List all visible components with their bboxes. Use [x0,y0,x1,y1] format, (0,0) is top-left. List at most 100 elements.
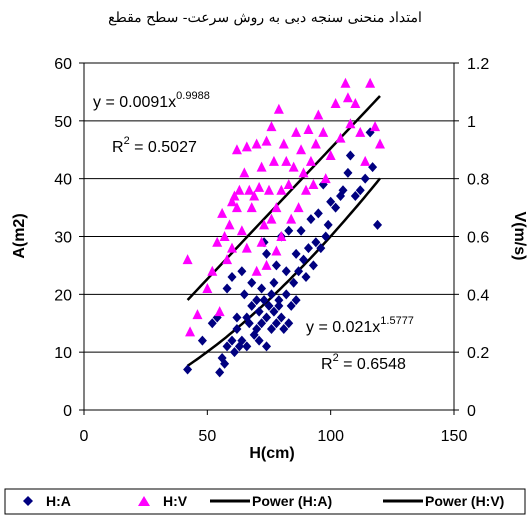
point-h-v [217,207,228,218]
point-h-v [342,92,353,103]
legend-label-power-h-a: Power (H:A) [252,493,332,509]
point-h-v [222,254,233,265]
point-h-a [311,237,321,248]
point-h-v [291,126,302,137]
point-h-a [237,266,247,277]
point-h-a [232,312,242,323]
point-h-a [183,364,193,375]
point-h-a [281,289,291,300]
y-left-tick-label: 30 [54,230,72,247]
point-h-a [326,196,336,207]
point-h-a [286,300,296,311]
point-h-a [323,219,333,230]
point-h-a [303,243,313,254]
svg-text:y = 0.0091x0.9988: y = 0.0091x0.9988 [93,90,210,111]
point-h-v [192,309,203,320]
point-h-a [365,127,375,138]
point-h-v [256,161,267,172]
point-h-v [236,225,247,236]
point-h-v [251,138,262,149]
point-h-a [227,335,237,346]
y-left-tick-label: 50 [54,114,72,131]
y-right-tick-label: 1.2 [467,56,489,73]
point-h-a [239,289,249,300]
point-h-v [251,265,262,276]
point-h-a [215,367,225,378]
point-h-v [310,138,321,149]
y-left-tick-label: 0 [63,403,72,420]
point-h-v [239,167,250,178]
point-h-v [283,178,294,189]
x-axis-ticks: 0 50 100 150 [80,410,467,445]
point-h-a [274,295,284,306]
point-h-v [224,219,235,230]
point-h-v [308,178,319,189]
point-h-a [269,306,279,317]
y-left-tick-label: 20 [54,287,72,304]
equation-hv-base: y = 0.0091x [93,94,176,111]
r2-ha-sup: 2 [333,352,339,364]
point-h-a [276,312,286,323]
trendline-power-h-v [186,95,381,301]
point-h-v [268,155,279,166]
equation-ha-base: y = 0.021x [306,319,380,336]
point-h-a [229,347,239,358]
point-h-v [244,184,255,195]
legend-marker-h-v [138,496,150,506]
point-h-a [301,271,311,282]
point-h-a [257,283,267,294]
point-h-v [350,97,361,108]
point-h-a [266,289,276,300]
point-h-v [266,213,277,224]
point-h-a [244,318,254,329]
point-h-a [345,150,355,161]
point-h-v [231,144,242,155]
point-h-v [340,77,351,88]
legend-label-h-v: H:V [163,493,188,509]
point-h-a [257,318,267,329]
point-h-v [355,126,366,137]
point-h-a [299,254,309,265]
point-h-a [247,300,257,311]
point-h-a [284,318,294,329]
point-h-v [241,242,252,253]
point-h-v [214,306,225,317]
point-h-a [247,277,257,288]
point-h-a [262,341,272,352]
point-h-v [202,283,213,294]
point-h-a [252,324,262,335]
point-h-a [207,318,217,329]
point-h-a [306,214,316,225]
point-h-v [281,155,292,166]
x-tick-label: 0 [80,428,89,445]
point-h-a [197,335,207,346]
point-h-v [259,219,270,230]
point-h-a [262,248,272,259]
point-h-v [360,155,371,166]
equation-ha: y = 0.021x1.5777 R2 = 0.6548 [306,315,414,373]
point-h-a [232,324,242,335]
legend-label-h-a: H:A [46,493,71,509]
point-h-a [271,318,281,329]
point-h-v [246,202,257,213]
point-h-v [229,190,240,201]
point-h-v [219,231,230,241]
point-h-a [360,173,370,184]
y-left-tick-label: 60 [54,56,72,73]
point-h-v [293,202,304,213]
r2-ha-value: = 0.6548 [339,356,406,373]
point-h-v [212,236,223,247]
point-h-a [262,312,272,323]
point-h-a [227,271,237,282]
point-h-a [350,191,360,202]
point-h-v [261,259,272,270]
x-tick-label: 100 [317,428,344,445]
point-h-a [368,162,378,173]
point-h-a [271,260,281,271]
legend: H:A H:V Power (H:A) Power (H:V) [4,488,526,515]
point-h-a [321,231,331,242]
point-h-v [185,326,196,337]
point-h-v [241,141,252,152]
r2-hv-sup: 2 [124,135,130,147]
